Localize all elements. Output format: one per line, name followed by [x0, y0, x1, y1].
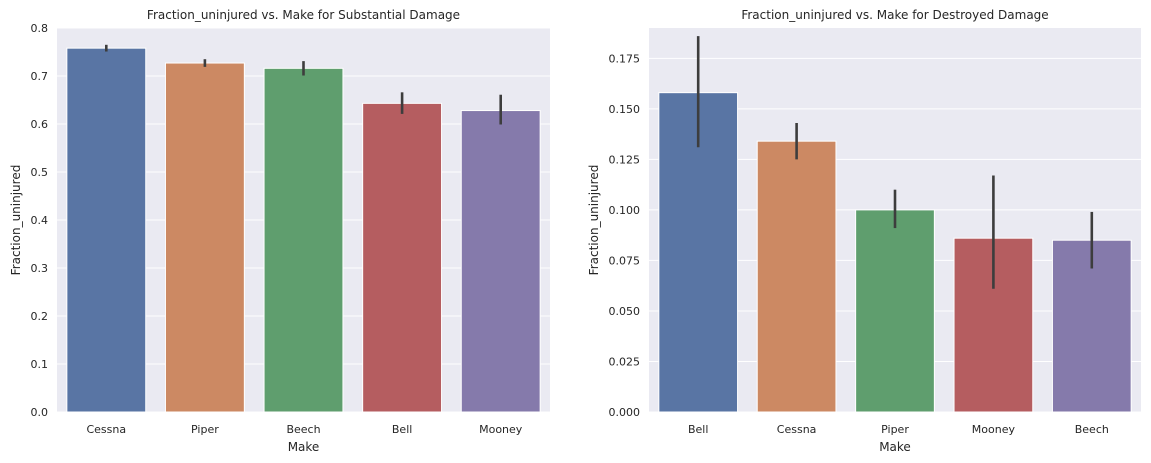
- y-tick-label: 0.050: [609, 305, 641, 318]
- chart-title: Fraction_uninjured vs. Make for Destroye…: [741, 8, 1048, 22]
- y-axis-label: Fraction_uninjured: [587, 165, 601, 276]
- y-tick-labels: 0.000 0.025 0.050 0.075 0.100 0.125 0.150 0.175: [609, 52, 641, 419]
- x-tick-labels: Bell Cessna Piper Mooney Beech: [688, 423, 1109, 436]
- y-tick-label: 0.7: [31, 70, 49, 83]
- bar-cessna: [66, 47, 147, 413]
- bars: [66, 47, 541, 413]
- y-tick-label: 0.150: [609, 103, 641, 116]
- y-tick-label: 0.000: [609, 406, 641, 419]
- y-tick-labels: 0.0 0.1 0.2 0.3 0.4 0.5 0.6 0.7 0.8: [31, 22, 49, 419]
- x-tick-label: Mooney: [972, 423, 1016, 436]
- bars: [658, 92, 1132, 413]
- y-axis-label: Fraction_uninjured: [9, 165, 23, 276]
- y-tick-label: 0.3: [31, 262, 49, 275]
- y-tick-label: 0.4: [31, 214, 49, 227]
- y-tick-label: 0.8: [31, 22, 49, 35]
- x-tick-labels: Cessna Piper Beech Bell Mooney: [86, 423, 522, 436]
- x-axis-label: Make: [879, 440, 911, 454]
- bar-mooney: [460, 110, 541, 413]
- y-tick-label: 0.1: [31, 358, 49, 371]
- x-tick-label: Piper: [881, 423, 909, 436]
- x-tick-label: Bell: [688, 423, 708, 436]
- chart-destroyed-damage: 0.000 0.025 0.050 0.075 0.100 0.125 0.150 0.175…: [587, 8, 1141, 454]
- x-tick-label: Piper: [191, 423, 219, 436]
- y-tick-label: 0.075: [609, 254, 641, 267]
- x-tick-label: Beech: [286, 423, 320, 436]
- y-tick-label: 0.100: [609, 204, 641, 217]
- x-tick-label: Beech: [1075, 423, 1109, 436]
- x-axis-label: Make: [288, 440, 320, 454]
- bar-cessna: [756, 140, 837, 413]
- bar-piper: [164, 62, 245, 413]
- y-tick-label: 0.2: [31, 310, 49, 323]
- y-tick-label: 0.125: [609, 153, 641, 166]
- bar-bell: [362, 102, 443, 413]
- chart-title: Fraction_uninjured vs. Make for Substant…: [147, 8, 460, 22]
- x-tick-label: Cessna: [777, 423, 817, 436]
- bar-beech: [1051, 239, 1132, 413]
- y-tick-label: 0.175: [609, 52, 641, 65]
- bar-piper: [855, 209, 935, 413]
- y-tick-label: 0.6: [31, 118, 49, 131]
- error-bars: [696, 36, 1094, 289]
- y-tick-label: 0.0: [31, 406, 49, 419]
- y-tick-label: 0.025: [609, 355, 641, 368]
- x-tick-label: Mooney: [479, 423, 523, 436]
- x-tick-label: Bell: [392, 423, 412, 436]
- bar-beech: [263, 67, 344, 413]
- error-bars: [105, 44, 503, 125]
- y-tick-label: 0.5: [31, 166, 49, 179]
- chart-substantial-damage: 0.0 0.1 0.2 0.3 0.4 0.5 0.6 0.7 0.8 Cessna Piper B…: [9, 8, 550, 454]
- x-tick-label: Cessna: [86, 423, 126, 436]
